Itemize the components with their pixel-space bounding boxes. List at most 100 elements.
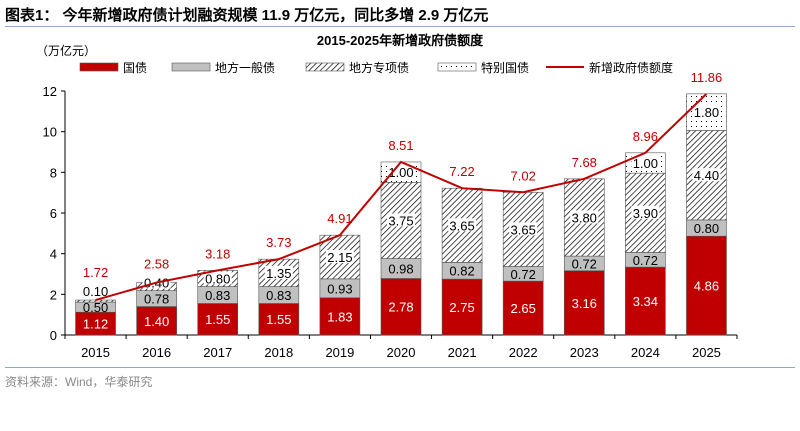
bar-value-label: 0.93 <box>327 281 352 296</box>
bar-国债 <box>197 303 239 336</box>
bar-value-label: 2.78 <box>388 300 413 315</box>
legend-label: 地方一般债 <box>215 60 275 75</box>
x-tick-label: 2023 <box>570 345 599 360</box>
line-value-label: 8.51 <box>388 138 413 153</box>
x-tick-label: 2022 <box>509 345 538 360</box>
label-bg <box>81 284 110 298</box>
y-tick-label: 6 <box>50 206 57 221</box>
bar-value-label: 0.98 <box>388 262 413 277</box>
line-value-label: 11.86 <box>691 70 723 85</box>
bar-value-label: 1.12 <box>83 317 108 332</box>
label-bg <box>631 205 660 219</box>
label-bg <box>692 105 721 119</box>
bar-value-label: 3.16 <box>572 296 597 311</box>
bar-value-label: 4.40 <box>694 168 719 183</box>
bar-国债 <box>380 278 422 336</box>
chart-title: 2015-2025年新增政府债额度 <box>317 33 484 48</box>
line-value-label: 3.18 <box>205 246 230 261</box>
bar-value-label: 3.80 <box>572 210 597 225</box>
line-value-label: 7.68 <box>572 155 597 170</box>
x-tick-label: 2021 <box>448 345 477 360</box>
bar-value-label: 0.83 <box>266 288 291 303</box>
bar-value-label: 0.10 <box>83 284 108 299</box>
x-tick-label: 2019 <box>325 345 354 360</box>
bar-value-label: 3.65 <box>511 222 536 237</box>
bar-value-label: 4.86 <box>694 279 719 294</box>
label-bg <box>325 250 354 264</box>
legend-swatch <box>79 62 119 72</box>
bar-value-label: 1.40 <box>144 314 169 329</box>
bar-value-label: 0.82 <box>449 264 474 279</box>
bar-value-label: 0.83 <box>205 288 230 303</box>
y-tick-label: 10 <box>43 125 57 140</box>
legend-label: 国债 <box>123 61 147 75</box>
legend-label: 特别国债 <box>481 60 529 75</box>
label-bg <box>509 222 538 236</box>
legend-label: 地方专项债 <box>349 60 409 75</box>
x-tick-label: 2018 <box>264 345 293 360</box>
bar-value-label: 1.00 <box>633 156 658 171</box>
bar-value-label: 1.35 <box>266 266 291 281</box>
chart: 2015-2025年新增政府债额度 （万亿元） 国债 地方一般债 地方专项债 特别国债… <box>36 33 738 360</box>
legend-swatch <box>305 62 345 72</box>
y-axis-label: （万亿元） <box>36 43 96 58</box>
bar-value-label: 0.50 <box>83 300 108 315</box>
x-tick-label: 2015 <box>81 345 110 360</box>
bar-value-label: 3.65 <box>449 218 474 233</box>
label-bg <box>631 155 660 169</box>
legend-swatch <box>171 62 211 72</box>
bar-value-label: 3.90 <box>633 206 658 221</box>
bar-value-label: 1.55 <box>205 312 230 327</box>
bar-国债 <box>319 297 361 336</box>
source-note: 资料来源：Wind，华泰研究 <box>5 375 153 389</box>
line-value-label: 7.22 <box>449 164 474 179</box>
x-tick-label: 2020 <box>387 345 416 360</box>
bar-value-label: 1.83 <box>327 309 352 324</box>
label-bg <box>387 213 415 227</box>
figure-title: 图表1： 今年新增政府债计划融资规模 11.9 万亿元，同比多增 2.9 万亿元 <box>5 7 489 24</box>
line-value-label: 2.58 <box>144 257 169 272</box>
bar-value-label: 0.72 <box>572 256 597 271</box>
bar-value-label: 2.65 <box>511 301 536 316</box>
line-value-label: 7.02 <box>511 168 536 183</box>
bar-国债 <box>502 280 544 336</box>
label-bg <box>203 271 232 285</box>
bar-国债 <box>563 270 605 336</box>
bar-value-label: 1.80 <box>694 105 719 120</box>
x-tick-label: 2016 <box>142 345 171 360</box>
legend-label: 新增政府债额度 <box>589 60 673 75</box>
bar-国债 <box>258 303 300 336</box>
title-divider <box>5 26 795 27</box>
x-tick-label: 2025 <box>692 345 721 360</box>
y-tick-label: 4 <box>50 247 57 262</box>
x-tick-label: 2017 <box>203 345 232 360</box>
bar-value-label: 3.34 <box>633 294 658 309</box>
bar-value-label: 0.72 <box>511 267 536 282</box>
line-value-label: 4.91 <box>327 211 352 226</box>
label-bg <box>387 165 415 179</box>
label-bg <box>692 168 721 182</box>
line-value-label: 1.72 <box>83 265 108 280</box>
label-bg <box>570 210 599 224</box>
bar-value-label: 0.80 <box>205 271 230 286</box>
label-bg <box>448 218 477 232</box>
footer-divider <box>5 367 795 368</box>
bar-value-label: 0.72 <box>633 253 658 268</box>
bar-value-label: 0.78 <box>144 292 169 307</box>
bar-value-label: 2.75 <box>449 300 474 315</box>
bar-value-label: 3.75 <box>388 213 413 228</box>
line-value-label: 8.96 <box>633 129 658 144</box>
bar-value-label: 1.55 <box>266 312 291 327</box>
y-tick-label: 0 <box>50 328 57 343</box>
bar-国债 <box>441 278 483 336</box>
bar-国债 <box>625 266 666 336</box>
x-tick-label: 2024 <box>631 345 660 360</box>
bar-国债 <box>686 235 727 336</box>
y-tick-label: 12 <box>43 84 57 99</box>
label-bg <box>264 265 293 279</box>
line-value-label: 3.73 <box>266 235 291 250</box>
bar-value-label: 0.80 <box>694 221 719 236</box>
legend-swatch <box>437 62 477 72</box>
bar-国债 <box>136 306 177 336</box>
y-tick-label: 8 <box>50 165 57 180</box>
